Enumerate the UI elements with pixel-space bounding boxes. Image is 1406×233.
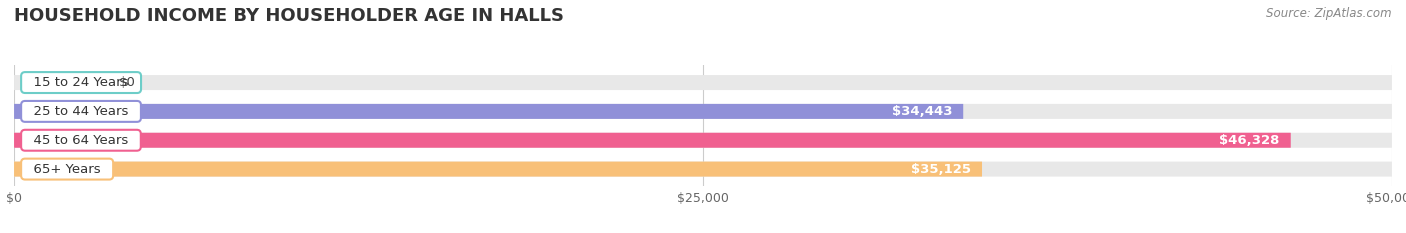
- Text: 65+ Years: 65+ Years: [25, 163, 110, 176]
- FancyBboxPatch shape: [14, 75, 1392, 90]
- FancyBboxPatch shape: [14, 104, 963, 119]
- FancyBboxPatch shape: [14, 162, 981, 177]
- FancyBboxPatch shape: [14, 133, 1392, 148]
- Text: $46,328: $46,328: [1219, 134, 1279, 147]
- Text: $34,443: $34,443: [891, 105, 952, 118]
- FancyBboxPatch shape: [14, 104, 1392, 119]
- Text: $35,125: $35,125: [911, 163, 972, 176]
- Text: $0: $0: [118, 76, 135, 89]
- Text: 15 to 24 Years: 15 to 24 Years: [25, 76, 136, 89]
- FancyBboxPatch shape: [14, 133, 1291, 148]
- Text: 25 to 44 Years: 25 to 44 Years: [25, 105, 136, 118]
- Text: HOUSEHOLD INCOME BY HOUSEHOLDER AGE IN HALLS: HOUSEHOLD INCOME BY HOUSEHOLDER AGE IN H…: [14, 7, 564, 25]
- Text: Source: ZipAtlas.com: Source: ZipAtlas.com: [1267, 7, 1392, 20]
- Text: 45 to 64 Years: 45 to 64 Years: [25, 134, 136, 147]
- FancyBboxPatch shape: [14, 162, 1392, 177]
